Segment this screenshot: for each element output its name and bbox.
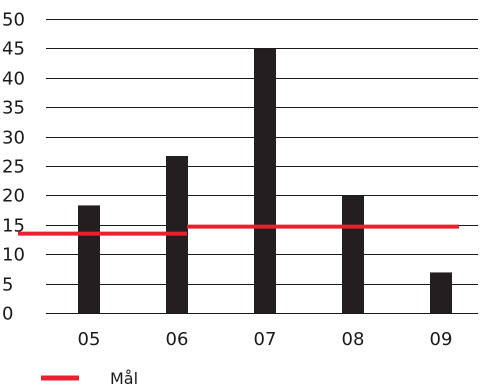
- bar-09: [430, 272, 452, 313]
- y-tick-label-15: 15: [2, 216, 25, 237]
- y-tick-label-45: 45: [2, 39, 25, 60]
- x-tick-label-06: 06: [166, 329, 189, 350]
- x-tick-label-05: 05: [78, 329, 101, 350]
- y-axis-ticks: 0 5 10 15 20 25 30 35 40 45 50: [2, 10, 25, 325]
- legend-label-mal: Mål: [110, 369, 138, 388]
- y-tick-label-5: 5: [2, 275, 13, 296]
- bar-05: [78, 205, 100, 313]
- legend: Mål: [41, 369, 138, 388]
- y-tick-label-10: 10: [2, 245, 25, 266]
- y-tick-label-25: 25: [2, 157, 25, 178]
- y-tick-label-30: 30: [2, 128, 25, 149]
- bars: [78, 48, 452, 314]
- x-axis-ticks: 05 06 07 08 09: [78, 329, 453, 350]
- x-tick-label-09: 09: [430, 329, 453, 350]
- x-tick-label-07: 07: [254, 329, 277, 350]
- y-tick-label-35: 35: [2, 98, 25, 119]
- y-tick-label-50: 50: [2, 10, 25, 31]
- bar-08: [342, 195, 364, 313]
- target-line: [18, 224, 459, 236]
- y-tick-label-20: 20: [2, 186, 25, 207]
- x-tick-label-08: 08: [342, 329, 365, 350]
- bar-07: [254, 48, 276, 314]
- y-tick-label-0: 0: [2, 304, 13, 325]
- y-tick-label-40: 40: [2, 69, 25, 90]
